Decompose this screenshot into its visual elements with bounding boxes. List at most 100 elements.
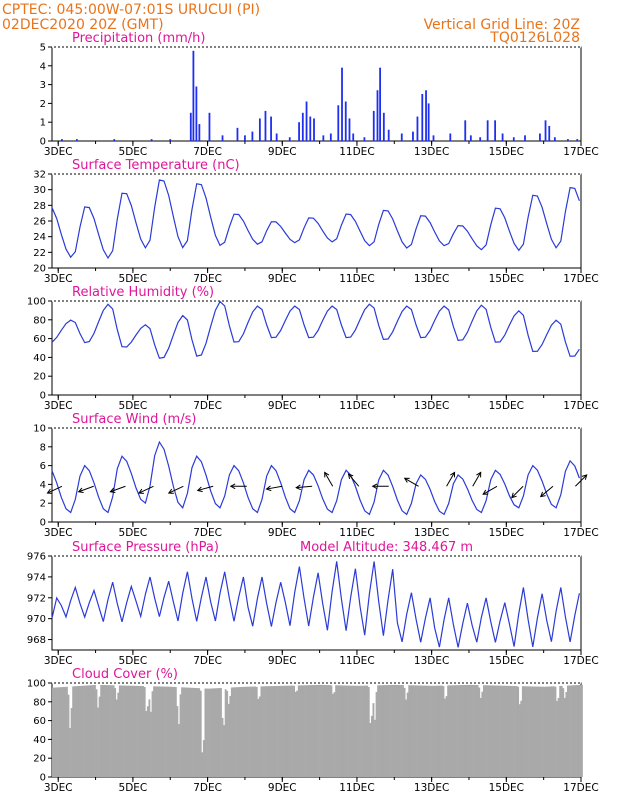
cloud-bar [134,685,137,777]
precip-bar [412,131,414,141]
cloud-bar [579,684,582,777]
cloud-bar [470,684,473,777]
cloud-bar [70,707,73,777]
cloud-bar [454,685,457,777]
cloud-ytick-label: 20 [33,754,46,765]
cloud-bar [157,686,160,777]
cloud-bar [467,684,470,777]
precip-bar [382,112,385,141]
cloud-bar [378,685,381,777]
temperature-xtick-label: 5DEC [119,273,148,285]
wind-arrow [78,485,94,493]
cloud-bar [430,685,432,777]
cloud-bar [210,688,213,777]
wind-title: Surface Wind (m/s) [72,412,196,427]
cloud-bar [286,685,289,777]
cloud-bar [503,685,506,777]
cloud-bar [447,685,450,777]
wind-arrow-head [77,487,84,493]
cloud-bar [458,685,460,777]
cloud-bar [248,686,250,777]
humidity-xtick-label: 15DEC [489,400,524,412]
cloud-bar [319,684,322,777]
pressure-xtick-label: 9DEC [268,655,297,667]
cloud-bar [59,687,62,777]
cloud-bar [78,685,81,777]
cloud-xtick-label: 13DEC [414,782,449,794]
wind-ytick-label: 2 [40,499,46,510]
cloud-bar [257,698,260,777]
cloud-bar [356,685,359,777]
cloud-bar [131,685,134,777]
cloud-bar [517,686,520,777]
cloud-bar [150,711,152,777]
cloud-bar [249,686,252,777]
cloud-bar [364,685,367,777]
wind-arrow-head [295,484,301,491]
cloud-bar [137,685,140,777]
cloud-bar [243,686,246,777]
cloud-bar [202,740,205,777]
cloud-bar [209,688,211,777]
wind-arrow-head [581,474,588,480]
cloud-bar [425,685,428,777]
cloud-bar [529,686,532,777]
cloud-bar [117,692,120,777]
cloud-xtick-label: 11DEC [339,782,374,794]
temperature-xtick-label: 7DEC [193,273,222,285]
cloud-bar [465,684,468,777]
humidity-xtick-label: 17DEC [563,400,598,412]
cloud-bar [409,685,412,777]
cloud-xtick-label: 15DEC [489,782,524,794]
cloud-bar [464,684,467,777]
cloud-bar [489,685,492,777]
cloud-bar [297,685,300,777]
cloud-bar [300,685,303,777]
cloud-bar [170,686,173,777]
precip-ytick-label: 0 [40,137,46,148]
cloud-bar [179,694,182,777]
precip-ytick-label: 3 [40,80,46,91]
cloud-bar [285,685,288,777]
cloud-bar [61,687,64,777]
wind-arrow-head [539,491,546,498]
temperature-xtick-label: 15DEC [489,273,524,285]
cloud-bar [308,685,311,777]
cloud-bar [398,684,401,777]
precip-bar [195,86,198,141]
cloud-bar [182,687,185,777]
cloud-bar [174,686,177,777]
cloud-bar [58,687,61,777]
cloud-bar [266,686,269,777]
cloud-bar [369,723,372,777]
wind-xtick-label: 17DEC [563,527,598,539]
cloud-bar [339,685,342,777]
temperature-ytick-label: 24 [33,232,46,243]
cloud-bar [426,685,429,777]
cloud-bar [76,686,79,777]
cloud-bar [115,699,118,777]
cloud-bar [52,687,54,777]
cloud-bar [192,687,194,777]
cloud-bar [104,685,107,777]
cloud-bar [311,685,314,777]
cloud-bar [126,685,129,777]
precip-xtick-label: 3DEC [44,146,73,158]
humidity-xtick-label: 11DEC [339,400,374,412]
precip-bar [449,133,452,141]
cloud-bar [501,685,504,777]
humidity-frame [51,300,582,396]
cloud-bar [111,685,113,777]
wind-arrow-head [511,492,517,499]
cloud-bar [73,686,76,777]
cloud-bar [129,685,132,777]
cloud-bar [153,686,155,777]
cloud-bar [151,691,154,777]
cloud-bar [473,684,476,777]
run-timestamp: 02DEC2020 20Z (GMT) [2,17,164,33]
cloud-bar [411,685,414,777]
cloud-bar [226,690,229,777]
temperature-ytick-label: 22 [33,248,46,259]
cloud-bar [395,684,398,777]
cloud-bar [215,688,218,777]
